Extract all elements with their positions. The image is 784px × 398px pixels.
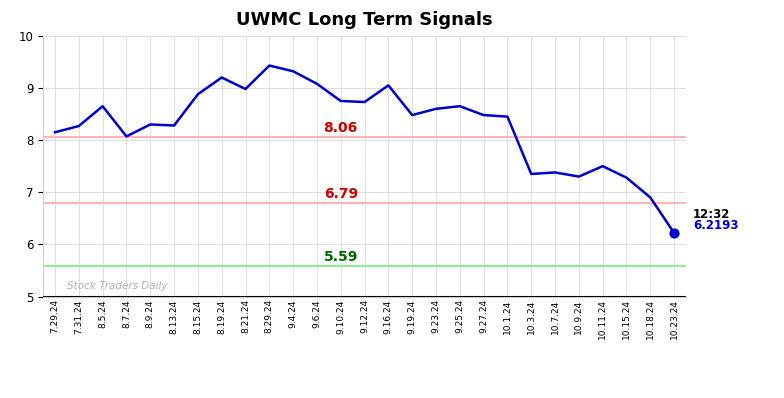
Title: UWMC Long Term Signals: UWMC Long Term Signals [236,11,493,29]
Text: Stock Traders Daily: Stock Traders Daily [67,281,168,291]
Point [668,230,681,236]
Text: 6.79: 6.79 [324,187,358,201]
Text: 5.59: 5.59 [324,250,358,263]
Text: 12:32: 12:32 [693,208,731,221]
Text: 8.06: 8.06 [324,121,358,135]
Text: 6.2193: 6.2193 [693,219,739,232]
